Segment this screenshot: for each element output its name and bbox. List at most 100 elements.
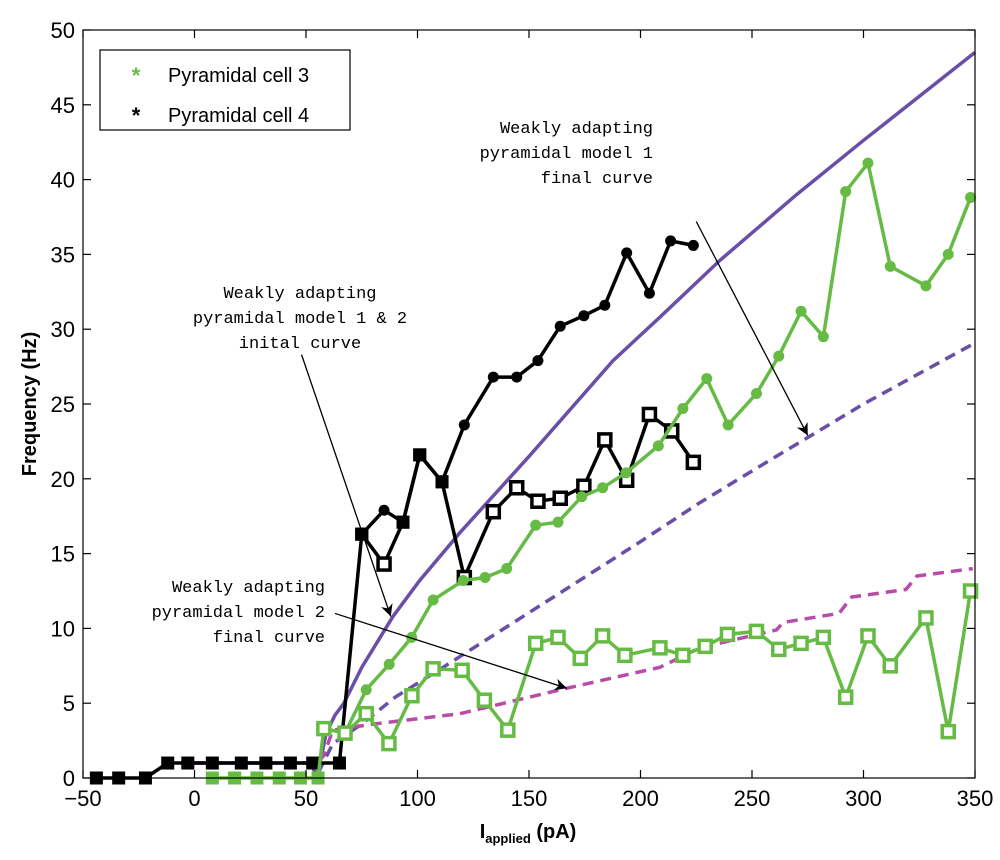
open-square-marker [381,735,397,752]
annotation-line: Weakly adapting [500,120,653,139]
legend: * Pyramidal cell 3 * Pyramidal cell 4 [99,49,351,131]
asterisk-marker [677,402,689,414]
open-square-marker [652,640,668,656]
y-tick-label: 0 [63,766,75,791]
annotation-line: pyramidal model 2 [152,604,325,623]
open-square-marker [576,478,592,495]
open-square-marker [454,662,470,679]
y-tick-label: 5 [63,691,75,716]
legend-label-cell-4: Pyramidal cell 4 [168,105,309,127]
asterisk-marker [552,516,564,528]
open-square-marker [508,480,525,496]
annotation-text: Weakly adapting pyramidal model 1 final cu… [480,120,653,189]
asterisk-marker [722,419,734,431]
asterisk-marker [652,440,664,452]
annotation-line: Weakly adapting [172,579,325,598]
asterisk-marker [795,305,807,317]
asterisk-marker [750,388,762,400]
legend-marker-cell-4: * [132,103,141,128]
x-tick-label: 350 [957,786,994,811]
asterisk-marker [383,658,395,670]
y-tick-label: 35 [51,242,75,267]
open-square-marker [572,650,589,667]
annotation-line: inital curve [239,335,361,354]
annotation-line: pyramidal model 1 [480,145,653,164]
y-tick-label: 20 [51,467,75,492]
experimental-series [89,157,979,785]
filled-square-marker [355,527,369,541]
y-tick-label: 45 [51,93,75,118]
open-square-marker [940,723,956,740]
asterisk-marker [501,563,513,575]
asterisk-marker [701,373,713,385]
open-square-marker [552,490,568,506]
filled-square-marker [306,756,320,770]
open-square-marker [617,647,633,664]
asterisk-marker [554,320,566,332]
asterisk-marker [530,519,542,531]
filled-square-marker [396,515,410,529]
annotation-arrow [334,612,568,691]
asterisk-marker [487,371,499,383]
asterisk-marker [457,575,469,587]
filled-square-marker [332,756,346,770]
open-square-marker [962,583,979,599]
asterisk-marker [479,572,491,584]
filled-square-marker [283,756,297,770]
open-square-marker [376,556,392,572]
open-square-marker [793,635,809,652]
open-square-marker [719,626,736,643]
x-tick-label: 300 [845,786,882,811]
asterisk-marker [511,371,523,383]
model-curve-3 [194,566,974,765]
series-line [360,412,695,580]
filled-square-marker [435,475,449,489]
open-square-marker [685,454,702,471]
filled-square-marker [413,448,427,462]
open-square-marker [815,629,832,646]
asterisk-marker [884,260,896,272]
asterisk-marker [687,239,699,251]
open-square-marker [404,687,420,704]
open-square-marker [527,635,544,652]
filled-square-marker [205,756,219,770]
series-1 [89,527,369,785]
asterisk-marker [942,248,954,260]
open-square-marker [675,647,691,664]
asterisk-marker [620,467,632,479]
annotation-line: pyramidal model 1 & 2 [193,310,407,329]
x-tick-label: 150 [511,786,548,811]
series-5 [205,583,979,785]
legend-marker-cell-3: * [132,63,141,88]
legend-box [99,49,351,131]
open-square-marker [641,406,658,423]
asterisk-marker [578,310,590,322]
asterisk-marker [965,192,977,204]
annotation-line: final curve [541,170,653,189]
annotation-arrow [300,354,393,617]
series-3 [355,406,702,586]
x-tick-label: 50 [294,786,318,811]
open-square-marker [697,638,713,655]
y-tick-label: 15 [51,542,75,567]
asterisk-marker [862,157,874,169]
annotation-arrow [695,221,809,436]
asterisk-marker [427,594,439,606]
x-tick-label: 0 [188,786,200,811]
y-tick-label: 30 [51,317,75,342]
legend-label-cell-3: Pyramidal cell 3 [168,65,309,87]
asterisk-marker [360,684,372,696]
annotation-line: final curve [213,629,325,648]
x-tick-label: −50 [64,786,101,811]
open-square-marker [918,610,934,626]
asterisk-marker [643,287,655,299]
series-line [212,590,973,780]
open-square-marker [550,629,566,646]
asterisk-marker [817,331,829,343]
annotation-2: Weakly adapting pyramidal model 1 & 2 init… [193,285,407,617]
open-square-marker [594,628,611,644]
asterisk-marker [597,482,609,494]
asterisk-marker [840,186,852,198]
open-square-marker [476,692,493,708]
